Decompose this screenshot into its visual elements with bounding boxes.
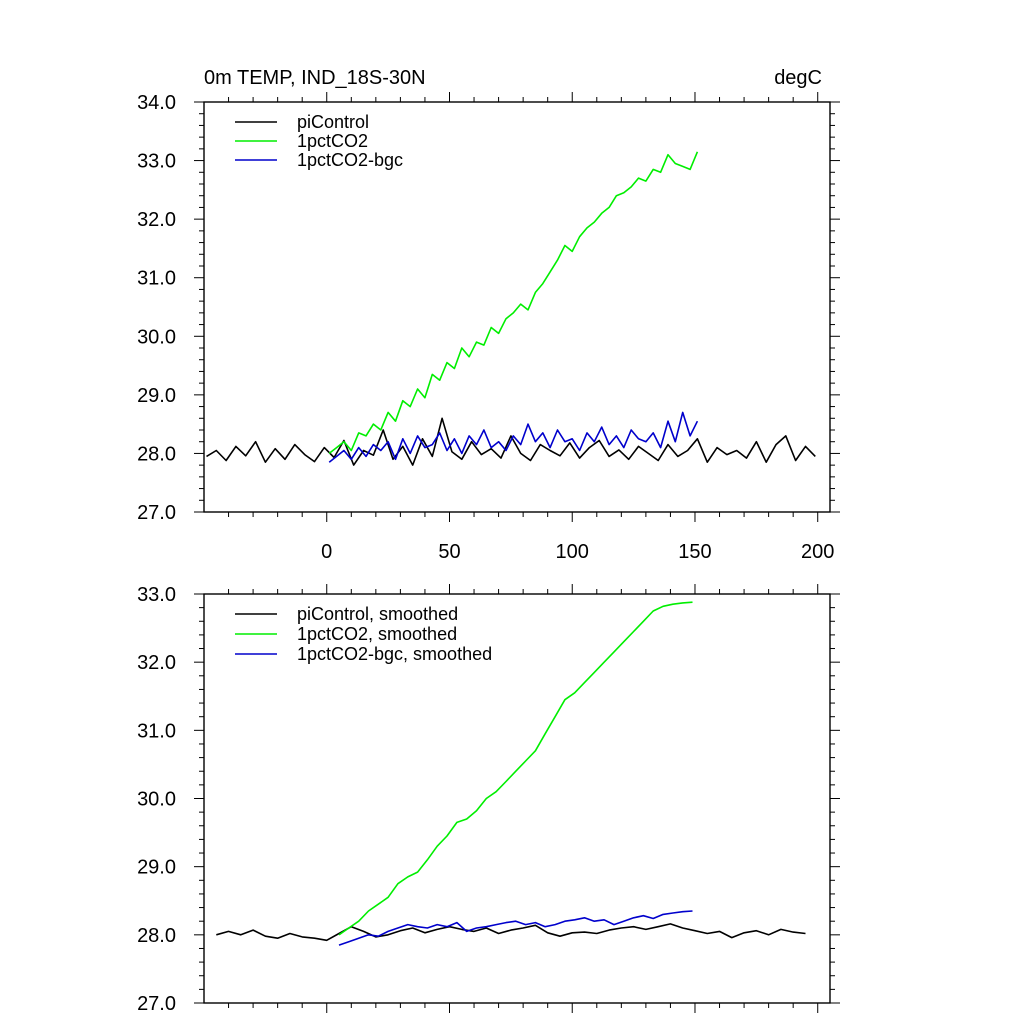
y-tick-label: 27.0: [137, 993, 176, 1015]
legend-label: piControl: [297, 112, 369, 132]
top-units: degC: [774, 67, 822, 89]
y-tick-label: 30.0: [137, 326, 176, 348]
x-tick-label: 150: [678, 541, 711, 563]
x-tick-label: 50: [438, 541, 460, 563]
series-line-0: [206, 417, 816, 466]
y-tick-label: 32.0: [137, 652, 176, 674]
legend-label: 1pctCO2, smoothed: [297, 624, 457, 644]
top-title: 0m TEMP, IND_18S-30N: [204, 67, 426, 89]
y-tick-label: 33.0: [137, 584, 176, 606]
y-tick-label: 31.0: [137, 268, 176, 290]
x-tick-label: 100: [556, 541, 589, 563]
series-line-2: [328, 411, 699, 463]
x-tick-label: 200: [801, 541, 834, 563]
top-panel: 0m TEMP, IND_18S-30N degC 27.0 28.0 29.0 30…: [137, 67, 840, 563]
y-tick-label: 33.0: [137, 151, 176, 173]
legend-label: 1pctCO2-bgc, smoothed: [297, 644, 492, 664]
series-line-1: [328, 151, 699, 455]
plot-frame: [203, 101, 831, 513]
y-tick-label: 32.0: [137, 209, 176, 231]
series-line-1: [338, 601, 693, 936]
legend-label: piControl, smoothed: [297, 604, 458, 624]
y-tick-label: 29.0: [137, 857, 176, 879]
y-tick-label: 29.0: [137, 385, 176, 407]
y-tick-label: 27.0: [137, 502, 176, 524]
series-line-2: [338, 910, 693, 946]
bottom-panel: 27.0 28.0 29.0 30.0 31.0 32.0 33.0 piControl, s…: [137, 584, 840, 1015]
y-tick-label: 34.0: [137, 92, 176, 114]
y-tick-label: 31.0: [137, 720, 176, 742]
legend-label: 1pctCO2: [297, 131, 368, 151]
legend-label: 1pctCO2-bgc: [297, 150, 403, 170]
series-line-0: [216, 923, 806, 942]
y-tick-label: 28.0: [137, 925, 176, 947]
y-tick-label: 30.0: [137, 789, 176, 811]
x-tick-label: 0: [321, 541, 332, 563]
y-tick-label: 28.0: [137, 443, 176, 465]
